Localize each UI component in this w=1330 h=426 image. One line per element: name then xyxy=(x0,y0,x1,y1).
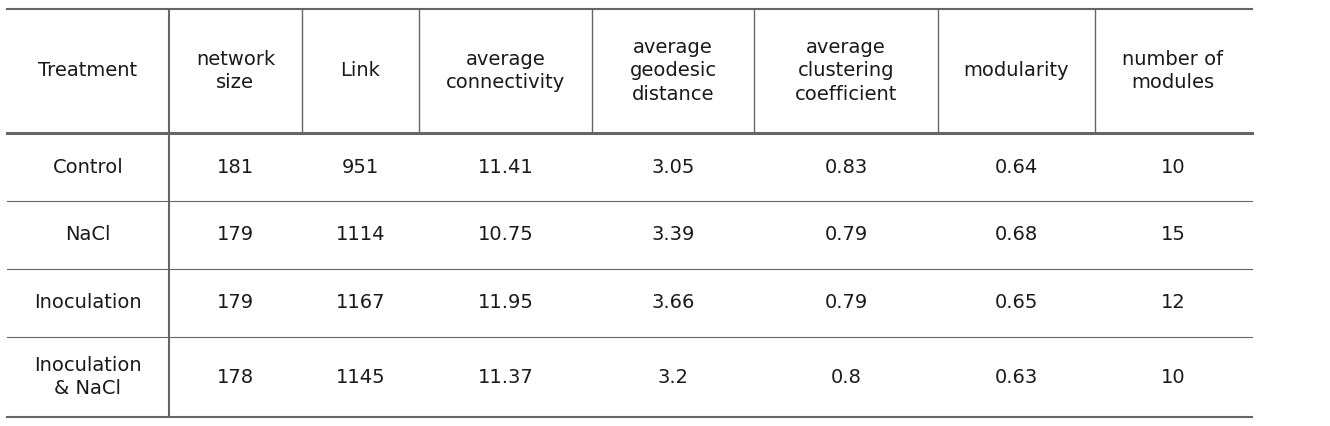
Text: network
size: network size xyxy=(196,49,275,92)
Text: 3.39: 3.39 xyxy=(652,225,694,245)
Text: 12: 12 xyxy=(1161,293,1185,312)
Text: 10: 10 xyxy=(1161,158,1185,176)
Text: number of
modules: number of modules xyxy=(1123,49,1224,92)
Text: 0.79: 0.79 xyxy=(825,293,867,312)
Text: 10.75: 10.75 xyxy=(477,225,533,245)
Text: 3.66: 3.66 xyxy=(652,293,694,312)
Text: 0.65: 0.65 xyxy=(995,293,1037,312)
Text: 1145: 1145 xyxy=(335,368,386,386)
Text: 11.41: 11.41 xyxy=(477,158,533,176)
Text: 11.37: 11.37 xyxy=(477,368,533,386)
Text: NaCl: NaCl xyxy=(65,225,110,245)
Text: 3.05: 3.05 xyxy=(652,158,694,176)
Text: 11.95: 11.95 xyxy=(477,293,533,312)
Text: 951: 951 xyxy=(342,158,379,176)
Text: average
connectivity: average connectivity xyxy=(446,49,565,92)
Text: Link: Link xyxy=(340,61,380,81)
Text: 3.2: 3.2 xyxy=(657,368,689,386)
Text: Treatment: Treatment xyxy=(39,61,137,81)
Text: 0.79: 0.79 xyxy=(825,225,867,245)
Text: 1114: 1114 xyxy=(335,225,386,245)
Text: 0.64: 0.64 xyxy=(995,158,1037,176)
Text: 15: 15 xyxy=(1161,225,1185,245)
Text: Inoculation: Inoculation xyxy=(35,293,141,312)
Text: 0.8: 0.8 xyxy=(830,368,862,386)
Text: average
geodesic
distance: average geodesic distance xyxy=(629,38,717,104)
Text: 179: 179 xyxy=(217,225,254,245)
Text: Control: Control xyxy=(52,158,124,176)
Text: 178: 178 xyxy=(217,368,254,386)
Text: Inoculation
& NaCl: Inoculation & NaCl xyxy=(35,356,141,398)
Text: 10: 10 xyxy=(1161,368,1185,386)
Text: 179: 179 xyxy=(217,293,254,312)
Text: average
clustering
coefficient: average clustering coefficient xyxy=(795,38,896,104)
Text: 0.63: 0.63 xyxy=(995,368,1037,386)
Text: 181: 181 xyxy=(217,158,254,176)
Text: 0.83: 0.83 xyxy=(825,158,867,176)
Text: modularity: modularity xyxy=(963,61,1069,81)
Text: 1167: 1167 xyxy=(335,293,386,312)
Text: 0.68: 0.68 xyxy=(995,225,1037,245)
